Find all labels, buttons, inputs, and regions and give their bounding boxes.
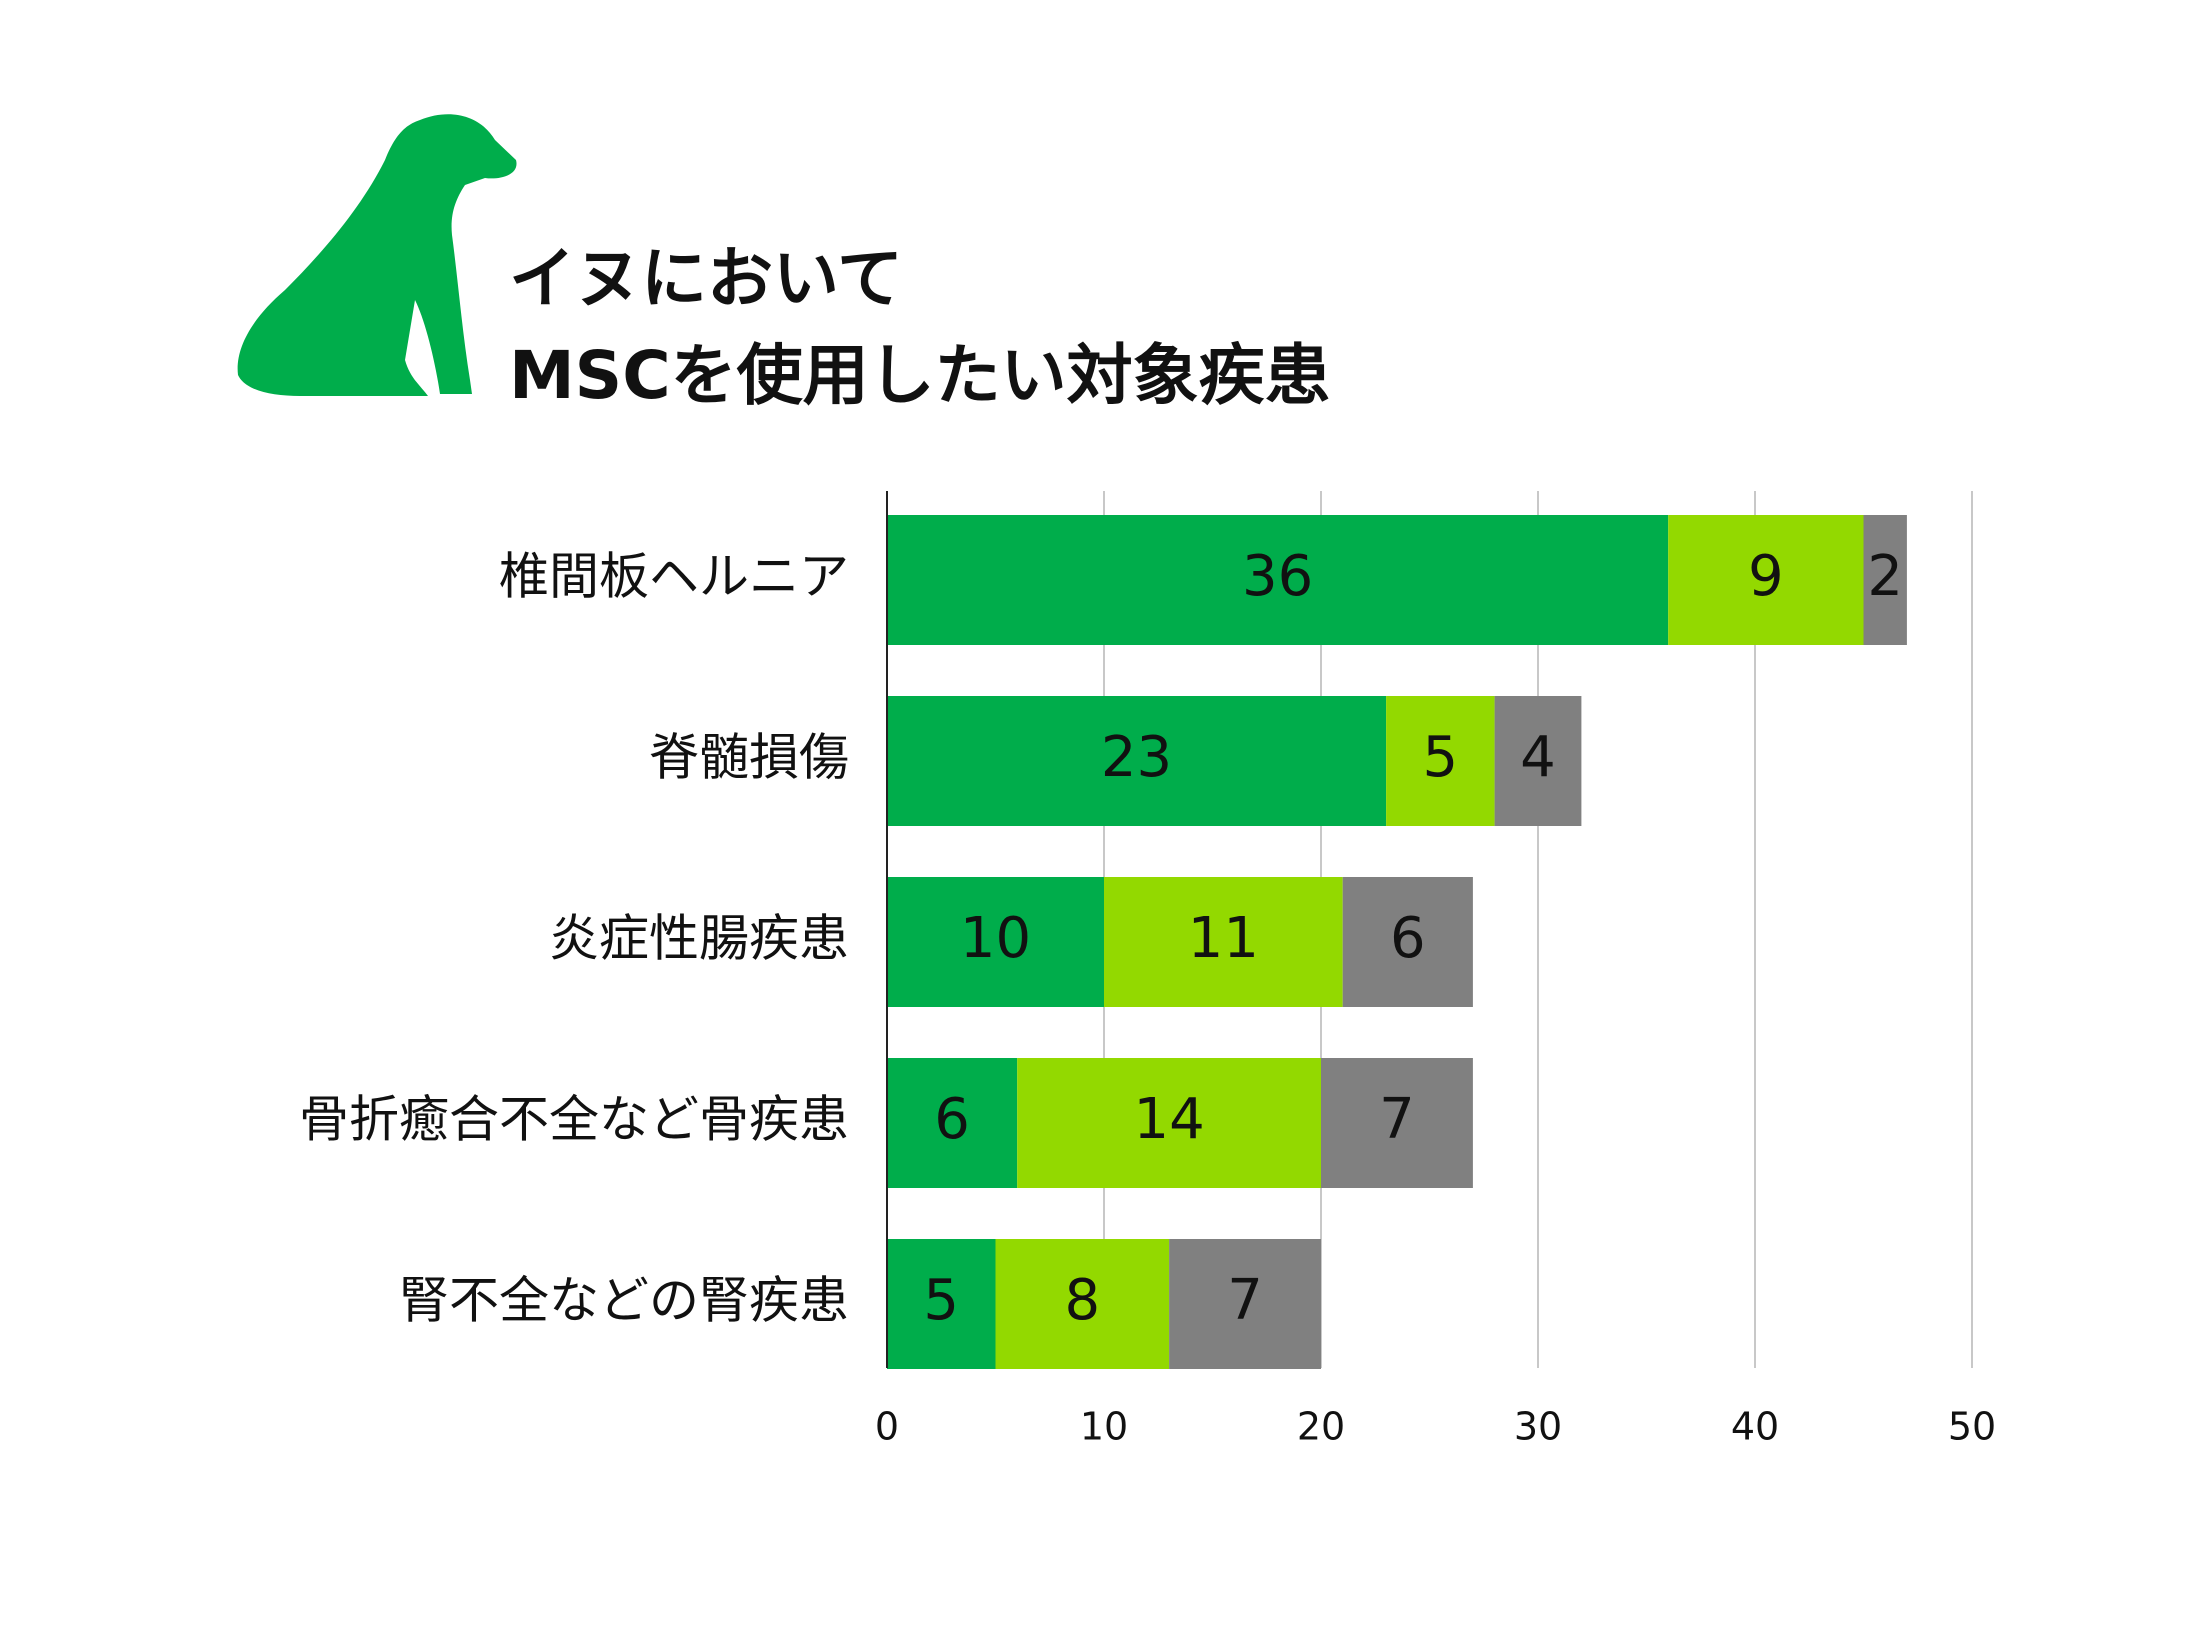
value-label: 7 [1227, 1268, 1263, 1333]
value-label: 2 [1867, 544, 1903, 609]
bar-segment [887, 515, 1669, 645]
value-label: 8 [1064, 1268, 1100, 1333]
bar-segment [1321, 1058, 1473, 1188]
value-label: 11 [1188, 906, 1259, 971]
value-label: 5 [923, 1268, 959, 1333]
y-tick-label: 椎間板ヘルニア [499, 548, 849, 606]
bar-segment [1017, 1058, 1321, 1188]
bar-segment [1494, 696, 1582, 826]
value-label: 6 [934, 1087, 970, 1152]
value-label: 14 [1133, 1087, 1204, 1152]
chart-title: イヌにおいて [509, 240, 903, 317]
x-tick-label: 0 [875, 1405, 899, 1449]
bar-segment [887, 1239, 996, 1369]
y-tick-label: 炎症性腸疾患 [549, 910, 849, 968]
bar-segment [887, 1058, 1018, 1188]
bar-segment [887, 696, 1387, 826]
y-tick-label: 骨折癒合不全など骨疾患 [299, 1091, 849, 1149]
x-tick-label: 30 [1514, 1405, 1562, 1449]
value-label: 5 [1423, 725, 1459, 790]
x-tick-label: 10 [1080, 1405, 1128, 1449]
x-tick-label: 50 [1948, 1405, 1996, 1449]
y-tick-label: 脊髄損傷 [649, 729, 849, 787]
bar-segment [1104, 877, 1343, 1007]
value-label: 9 [1748, 544, 1784, 609]
bar-segment [1342, 877, 1473, 1007]
x-tick-label: 20 [1297, 1405, 1345, 1449]
value-label: 10 [960, 906, 1031, 971]
bar-segment [1668, 515, 1864, 645]
bar-segment [995, 1239, 1170, 1369]
x-tick-label: 40 [1731, 1405, 1779, 1449]
value-label: 36 [1242, 544, 1313, 609]
value-label: 4 [1520, 725, 1556, 790]
bar-segment [887, 877, 1104, 1007]
y-tick-label: 腎不全などの腎疾患 [399, 1272, 849, 1330]
value-label: 23 [1101, 725, 1172, 790]
value-label: 7 [1379, 1087, 1415, 1152]
bar-segment [1169, 1239, 1321, 1369]
chart-title: MSCを使用したい対象疾患 [509, 337, 1331, 414]
bar-segment [1386, 696, 1495, 826]
dog-icon [237, 114, 517, 396]
bar-segment [1863, 515, 1907, 645]
value-label: 6 [1390, 906, 1426, 971]
